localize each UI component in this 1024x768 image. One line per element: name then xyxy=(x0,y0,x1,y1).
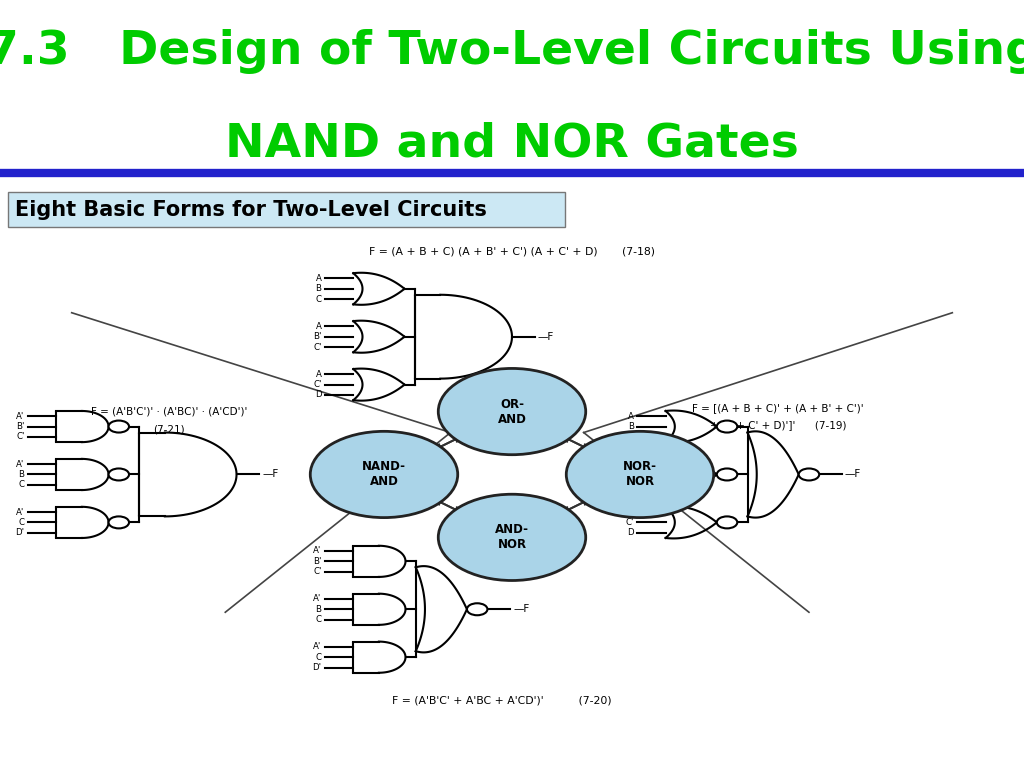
Text: B: B xyxy=(315,604,322,614)
Text: F = (A + B + C) (A + B' + C') (A + C' + D)       (7-18): F = (A + B + C) (A + B' + C') (A + C' + … xyxy=(369,247,655,257)
Text: B': B' xyxy=(313,557,322,566)
Text: —F: —F xyxy=(513,604,529,614)
Text: C': C' xyxy=(313,568,322,576)
Text: C: C xyxy=(628,432,634,442)
Text: C': C' xyxy=(16,432,25,442)
Text: C: C xyxy=(315,653,322,662)
Text: A': A' xyxy=(313,642,322,651)
Text: F = (A'B'C')' · (A'BC)' · (A'CD')': F = (A'B'C')' · (A'BC)' · (A'CD')' xyxy=(91,406,247,416)
Text: C: C xyxy=(315,295,322,303)
Text: C': C' xyxy=(626,480,634,489)
Text: D: D xyxy=(628,528,634,538)
Text: D: D xyxy=(315,390,322,399)
Circle shape xyxy=(109,516,129,528)
Text: C': C' xyxy=(313,343,322,352)
Ellipse shape xyxy=(438,495,586,581)
Text: B': B' xyxy=(313,333,322,341)
Text: C: C xyxy=(18,480,25,489)
Text: NAND-
AND: NAND- AND xyxy=(362,461,406,488)
Text: A': A' xyxy=(313,547,322,555)
Ellipse shape xyxy=(310,432,458,518)
FancyBboxPatch shape xyxy=(8,192,565,227)
Text: A: A xyxy=(315,274,322,283)
Text: A': A' xyxy=(16,508,25,517)
Ellipse shape xyxy=(566,432,714,518)
Circle shape xyxy=(799,468,819,481)
Text: 7.3   Design of Two-Level Circuits Using: 7.3 Design of Two-Level Circuits Using xyxy=(0,29,1024,74)
Text: + (A + C' + D)']'      (7-19): + (A + C' + D)']' (7-19) xyxy=(710,420,847,430)
Circle shape xyxy=(717,421,737,432)
Text: (7-21): (7-21) xyxy=(154,425,184,435)
Text: B: B xyxy=(315,284,322,293)
Text: B': B' xyxy=(16,422,25,431)
Text: A: A xyxy=(628,508,634,517)
Text: B': B' xyxy=(626,470,634,479)
Text: A: A xyxy=(315,322,322,331)
Text: A: A xyxy=(628,412,634,421)
Text: C': C' xyxy=(313,380,322,389)
Text: —F: —F xyxy=(262,469,279,479)
Text: F = (A'B'C' + A'BC + A'CD')'          (7-20): F = (A'B'C' + A'BC + A'CD')' (7-20) xyxy=(392,696,611,706)
Ellipse shape xyxy=(438,369,586,455)
Text: C': C' xyxy=(626,518,634,527)
Text: D': D' xyxy=(15,528,25,538)
Text: NOR-
NOR: NOR- NOR xyxy=(623,461,657,488)
Text: —F: —F xyxy=(538,332,554,342)
Circle shape xyxy=(717,468,737,481)
Text: Eight Basic Forms for Two-Level Circuits: Eight Basic Forms for Two-Level Circuits xyxy=(15,200,487,220)
Circle shape xyxy=(109,421,129,432)
Text: B: B xyxy=(628,422,634,431)
Text: NAND and NOR Gates: NAND and NOR Gates xyxy=(225,121,799,166)
Text: A': A' xyxy=(313,594,322,604)
Circle shape xyxy=(717,516,737,528)
Text: A: A xyxy=(628,459,634,468)
Text: F = [(A + B + C)' + (A + B' + C')': F = [(A + B + C)' + (A + B' + C')' xyxy=(692,403,864,414)
Text: C: C xyxy=(315,615,322,624)
Text: A': A' xyxy=(16,412,25,421)
Text: OR-
AND: OR- AND xyxy=(498,398,526,425)
Text: AND-
NOR: AND- NOR xyxy=(495,523,529,551)
Circle shape xyxy=(467,604,487,615)
Text: C: C xyxy=(18,518,25,527)
Text: A': A' xyxy=(16,459,25,468)
Text: B: B xyxy=(18,470,25,479)
Text: D': D' xyxy=(312,663,322,672)
Circle shape xyxy=(109,468,129,481)
Text: A: A xyxy=(315,369,322,379)
Text: —F: —F xyxy=(845,469,861,479)
